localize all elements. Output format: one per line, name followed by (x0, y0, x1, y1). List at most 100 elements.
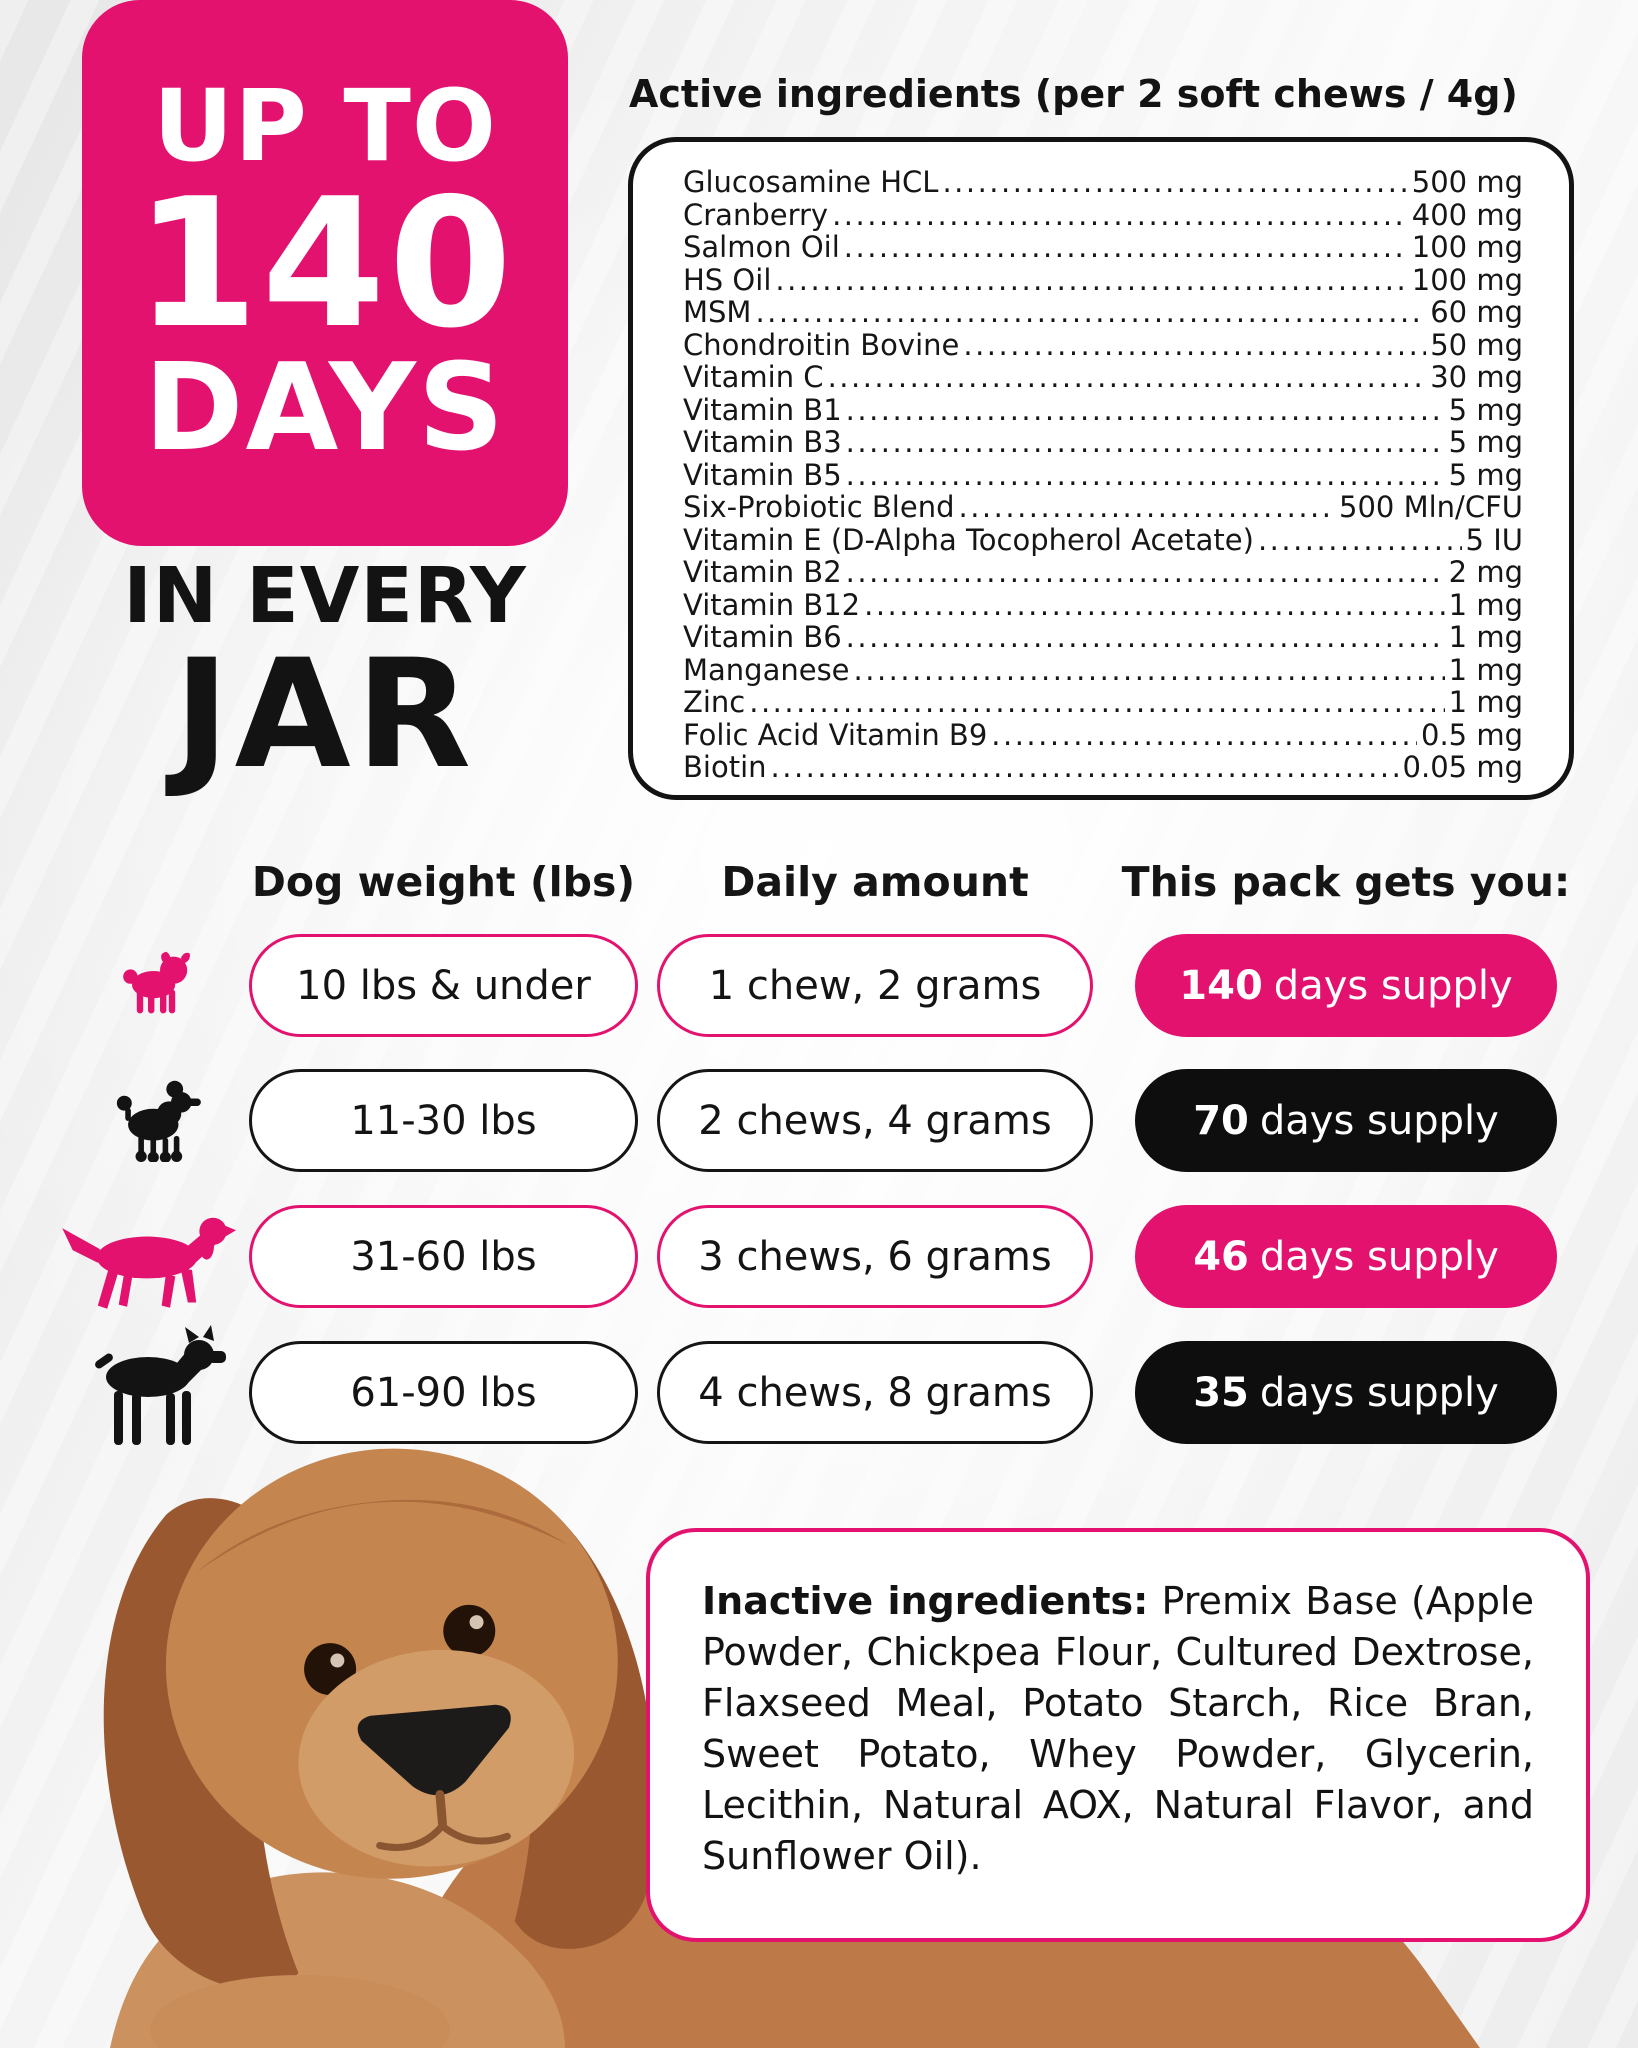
supply-pill: 35 days supply (1135, 1341, 1557, 1444)
dosage-row: 10 lbs & under 1 chew, 2 grams 140 days s… (0, 934, 1638, 1037)
dotted-leader (864, 589, 1445, 622)
ingredient-amount: 1 mg (1448, 685, 1523, 719)
ingredient-name: Vitamin B1 (683, 392, 842, 427)
ingredient-row: Vitamin B12 1 mg (683, 587, 1523, 622)
ingredient-amount: 1 mg (1448, 587, 1523, 622)
ingredient-name: MSM (683, 295, 752, 329)
dotted-leader (846, 621, 1445, 654)
ingredient-amount: 5 mg (1448, 392, 1523, 427)
puppy-paw (150, 1975, 450, 2048)
dotted-leader (828, 361, 1427, 394)
dotted-leader (755, 296, 1426, 329)
ingredient-name: Zinc (683, 685, 746, 719)
ingredient-amount: 1 mg (1448, 652, 1523, 687)
ingredient-amount: 100 mg (1411, 262, 1523, 297)
ingredient-row: Cranberry 400 mg (683, 197, 1523, 232)
ingredient-name: Cranberry (683, 197, 829, 232)
badge-line-140: 140 (134, 160, 516, 368)
supply-pill: 140 days supply (1135, 934, 1557, 1037)
supply-pill: 46 days supply (1135, 1205, 1557, 1308)
dotted-leader (958, 491, 1335, 524)
ingredient-amount: 0.05 mg (1402, 750, 1523, 784)
dotted-leader (991, 719, 1417, 752)
ingredient-name: Six-Probiotic Blend (683, 490, 955, 524)
puppy-eye-right (443, 1604, 496, 1657)
ingredient-row: Manganese 1 mg (683, 652, 1523, 687)
ingredient-amount: 400 mg (1411, 197, 1523, 232)
dotted-leader (771, 751, 1399, 784)
daily-amount-pill: 1 chew, 2 grams (657, 934, 1093, 1037)
dotted-leader (832, 199, 1408, 232)
ingredient-row: Vitamin B2 2 mg (683, 556, 1523, 589)
ingredient-row: Six-Probiotic Blend 500 Mln/CFU (683, 491, 1523, 524)
puppy-head (103, 1448, 655, 1990)
supply-pill: 70 days supply (1135, 1069, 1557, 1172)
dosage-row: 31-60 lbs 3 chews, 6 grams 46 days supply (0, 1205, 1638, 1308)
dotted-leader (846, 426, 1445, 459)
dosage-row: 61-90 lbs 4 chews, 8 grams 35 days supply (0, 1341, 1638, 1444)
dotted-leader (749, 686, 1444, 719)
weight-pill: 31-60 lbs (249, 1205, 638, 1308)
daily-amount-value: 1 chew, 2 grams (708, 962, 1042, 1009)
days-badge: UP TO 140 DAYS (82, 0, 568, 546)
ingredient-amount: 60 mg (1430, 295, 1523, 329)
ingredient-amount: 100 mg (1411, 230, 1523, 264)
daily-amount-pill: 4 chews, 8 grams (657, 1341, 1093, 1444)
ingredient-amount: 500 Mln/CFU (1339, 490, 1523, 524)
ingredient-row: Vitamin B1 5 mg (683, 392, 1523, 427)
ingredient-row: Folic Acid Vitamin B9 0.5 mg (683, 717, 1523, 752)
daily-amount-value: 4 chews, 8 grams (698, 1369, 1052, 1416)
weight-value: 31-60 lbs (350, 1233, 537, 1280)
subtitle-in-every: IN EVERY (123, 552, 527, 641)
ingredient-amount: 30 mg (1430, 360, 1523, 394)
dotted-leader (963, 329, 1426, 362)
supply-days-number: 70 (1193, 1097, 1249, 1144)
dotted-leader (846, 459, 1445, 492)
dotted-leader (844, 231, 1408, 264)
ingredient-amount: 50 mg (1430, 327, 1523, 362)
ingredient-name: Vitamin B5 (683, 457, 842, 492)
daily-amount-value: 2 chews, 4 grams (698, 1097, 1052, 1144)
supply-days-text: days supply (1259, 1233, 1499, 1280)
ingredient-name: Chondroitin Bovine (683, 327, 960, 362)
supply-days-number: 35 (1193, 1369, 1249, 1416)
ingredient-name: Vitamin E (D-Alpha Tocopherol Acetate) (683, 522, 1254, 557)
ingredient-name: Manganese (683, 652, 850, 687)
active-ingredients-list: Glucosamine HCL 500 mg Cranberry 400 mg … (683, 166, 1523, 784)
dotted-leader (775, 264, 1407, 297)
pug-icon (116, 951, 196, 1015)
ingredient-row: HS Oil 100 mg (683, 262, 1523, 297)
dosage-row: 11-30 lbs 2 chews, 4 grams 70 days supply (0, 1069, 1638, 1172)
ingredient-amount: 500 mg (1411, 165, 1523, 199)
poodle-icon (106, 1078, 208, 1162)
ingredient-name: Vitamin B2 (683, 555, 842, 589)
table-header-dog-weight: Dog weight (lbs) (251, 858, 636, 906)
ingredient-row: Zinc 1 mg (683, 686, 1523, 719)
ingredient-row: Chondroitin Bovine 50 mg (683, 327, 1523, 362)
ingredient-row: Vitamin E (D-Alpha Tocopherol Acetate) 5… (683, 522, 1523, 557)
ingredient-row: Vitamin B6 1 mg (683, 621, 1523, 654)
ingredient-row: MSM 60 mg (683, 296, 1523, 329)
ingredient-row: Vitamin C 30 mg (683, 361, 1523, 394)
ingredient-amount: 5 mg (1448, 425, 1523, 459)
dotted-leader (846, 556, 1445, 589)
supply-days-text: days supply (1259, 1369, 1499, 1416)
daily-amount-value: 3 chews, 6 grams (698, 1233, 1052, 1280)
ingredient-row: Vitamin B5 5 mg (683, 457, 1523, 492)
dotted-leader (942, 166, 1407, 199)
ingredient-row: Glucosamine HCL 500 mg (683, 166, 1523, 199)
dotted-leader (846, 394, 1445, 427)
inactive-ingredients-label: Inactive ingredients: (702, 1579, 1149, 1623)
active-ingredients-box: Glucosamine HCL 500 mg Cranberry 400 mg … (628, 137, 1574, 800)
inactive-ingredients-box: Inactive ingredients: Premix Base (Apple… (646, 1528, 1590, 1942)
weight-value: 61-90 lbs (350, 1369, 537, 1416)
setter-icon (58, 1203, 236, 1313)
weight-value: 11-30 lbs (350, 1097, 537, 1144)
ingredient-name: Salmon Oil (683, 230, 840, 264)
ingredient-amount: 1 mg (1448, 620, 1523, 654)
daily-amount-pill: 2 chews, 4 grams (657, 1069, 1093, 1172)
daily-amount-pill: 3 chews, 6 grams (657, 1205, 1093, 1308)
ingredient-amount: 0.5 mg (1421, 717, 1523, 752)
inactive-ingredients-text: Inactive ingredients: Premix Base (Apple… (702, 1579, 1534, 1878)
supply-days-number: 140 (1179, 962, 1263, 1009)
